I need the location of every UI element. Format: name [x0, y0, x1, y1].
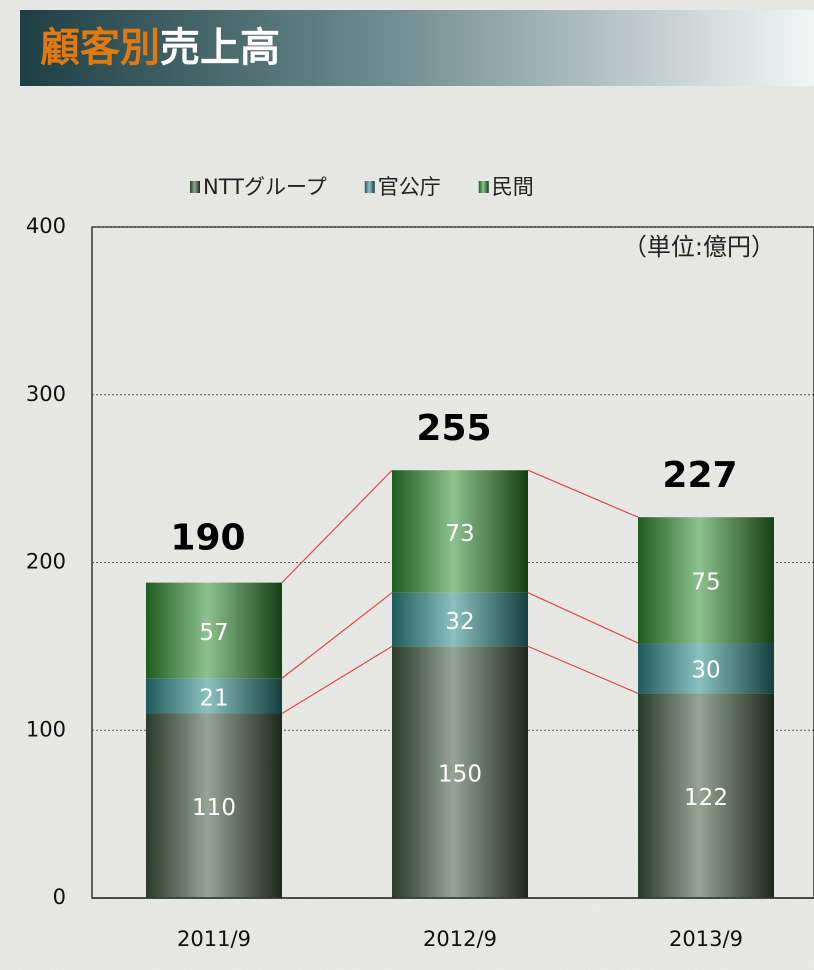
title-highlight: 顧客別: [40, 25, 160, 71]
chart-title: 顧客別売上高: [40, 25, 280, 71]
y-tick-label: 300: [26, 382, 66, 406]
unit-annotation: （単位:億円）: [623, 233, 775, 261]
bar-segment: [146, 678, 282, 714]
header-bar: [20, 10, 814, 86]
legend-swatch: [364, 181, 375, 193]
connector-line: [281, 592, 393, 679]
bar-segment: [146, 582, 282, 679]
y-tick-label: 100: [26, 717, 66, 741]
legend-label: NTTグループ: [203, 175, 327, 199]
connector-line: [527, 469, 639, 518]
segment-label: 57: [199, 620, 228, 646]
connector-line: [281, 469, 393, 584]
bar-segment: [392, 646, 528, 898]
segment-label: 122: [684, 785, 728, 811]
bar-segment: [146, 713, 282, 898]
x-tick-label: 2011/9: [177, 927, 251, 951]
y-tick-label: 200: [26, 550, 66, 574]
segment-label: 73: [445, 521, 474, 547]
segment-label: 21: [199, 685, 228, 711]
connector-line: [281, 645, 393, 714]
title-rest: 売上高: [160, 25, 280, 71]
bar-segment: [638, 643, 774, 694]
x-tick-label: 2012/9: [423, 927, 497, 951]
y-tick-label: 400: [26, 214, 66, 238]
total-label: 255: [416, 408, 491, 449]
segment-label: 110: [192, 795, 236, 821]
total-label: 190: [170, 517, 245, 558]
segment-label: 32: [445, 609, 474, 635]
bar-segment: [638, 517, 774, 644]
total-label: 227: [662, 455, 737, 496]
bar-segment: [392, 592, 528, 647]
y-tick-label: 0: [53, 885, 66, 909]
legend-swatch: [478, 181, 489, 193]
segment-label: 150: [438, 762, 482, 788]
legend-label: 民間: [492, 175, 534, 199]
bar-segment: [638, 693, 774, 898]
segment-label: 30: [691, 658, 720, 684]
connector-line: [527, 592, 639, 644]
bar-segment: [392, 470, 528, 593]
legend-swatch: [190, 181, 200, 193]
connector-line: [527, 645, 639, 694]
legend-label: 官公庁: [378, 175, 441, 199]
x-tick-label: 2013/9: [669, 927, 743, 951]
segment-label: 75: [691, 570, 720, 596]
